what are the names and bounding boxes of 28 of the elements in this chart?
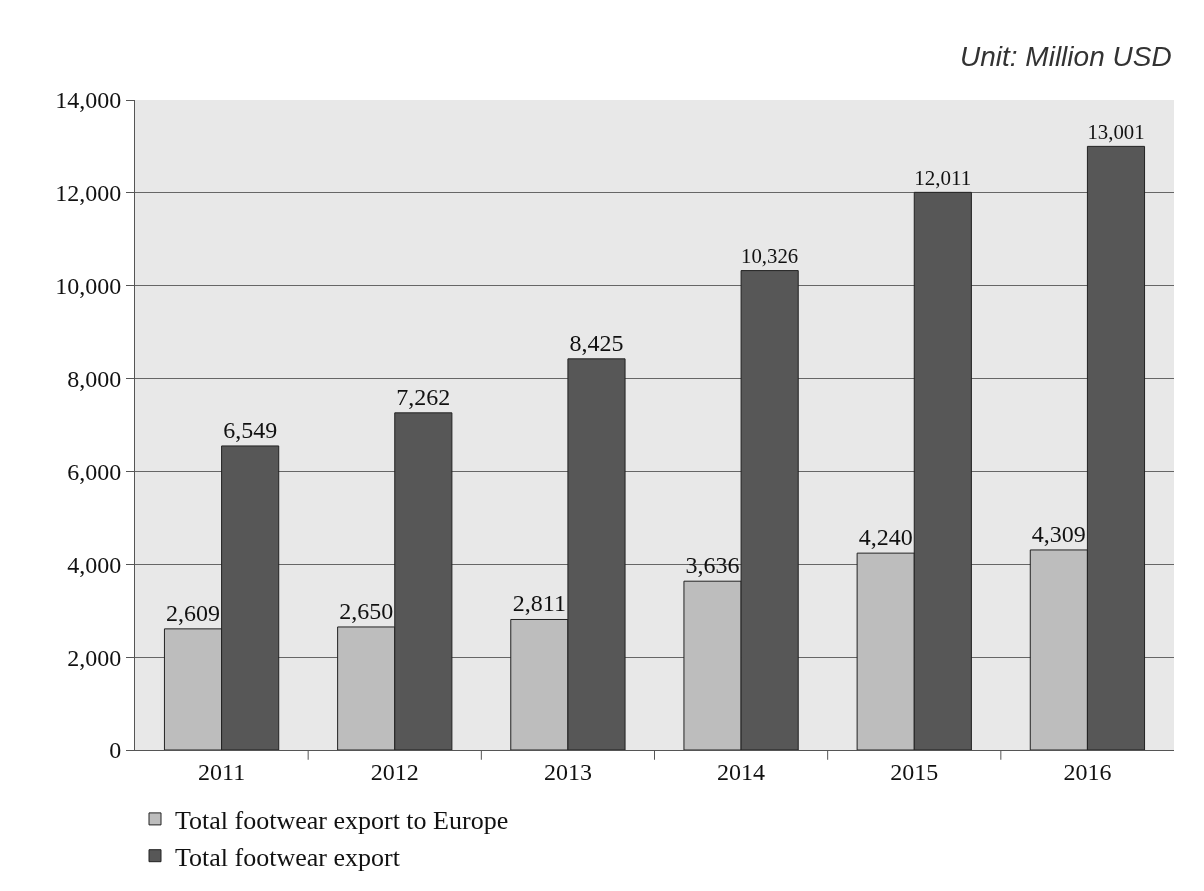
y-tick-label: 0 (109, 737, 122, 764)
data-label: 8,425 (569, 329, 624, 356)
x-tick-label: 2011 (198, 758, 246, 785)
y-tick-label: 6,000 (67, 458, 122, 485)
x-tick-label: 2016 (1063, 758, 1112, 785)
data-label: 4,309 (1031, 520, 1086, 547)
x-tick-label: 2013 (543, 758, 592, 785)
data-label: 2,609 (166, 599, 221, 626)
x-tick-label: 2012 (370, 758, 419, 785)
x-tick-label: 2015 (890, 758, 939, 785)
data-label: 7,262 (396, 383, 451, 410)
data-label: 2,650 (339, 597, 394, 624)
x-tick-label: 2014 (717, 758, 766, 785)
data-label: 10,326 (741, 244, 799, 268)
y-tick-label: 4,000 (67, 551, 122, 578)
data-label: 12,011 (914, 165, 972, 190)
y-tick-label: 14,000 (55, 87, 122, 114)
data-label: 6,549 (223, 416, 278, 443)
data-label: 2,811 (512, 590, 566, 617)
y-tick-label: 2,000 (67, 644, 122, 671)
y-tick-label: 12,000 (55, 180, 122, 207)
legend-label: Total footwear export (175, 842, 401, 872)
y-tick-label: 10,000 (55, 273, 122, 300)
y-tick-label: 8,000 (67, 365, 122, 392)
data-label: 4,240 (858, 524, 913, 551)
data-label: 13,001 (1087, 120, 1145, 144)
text: Unit: Million USD (960, 41, 1172, 72)
legend-label: Total footwear export to Europe (175, 806, 509, 836)
